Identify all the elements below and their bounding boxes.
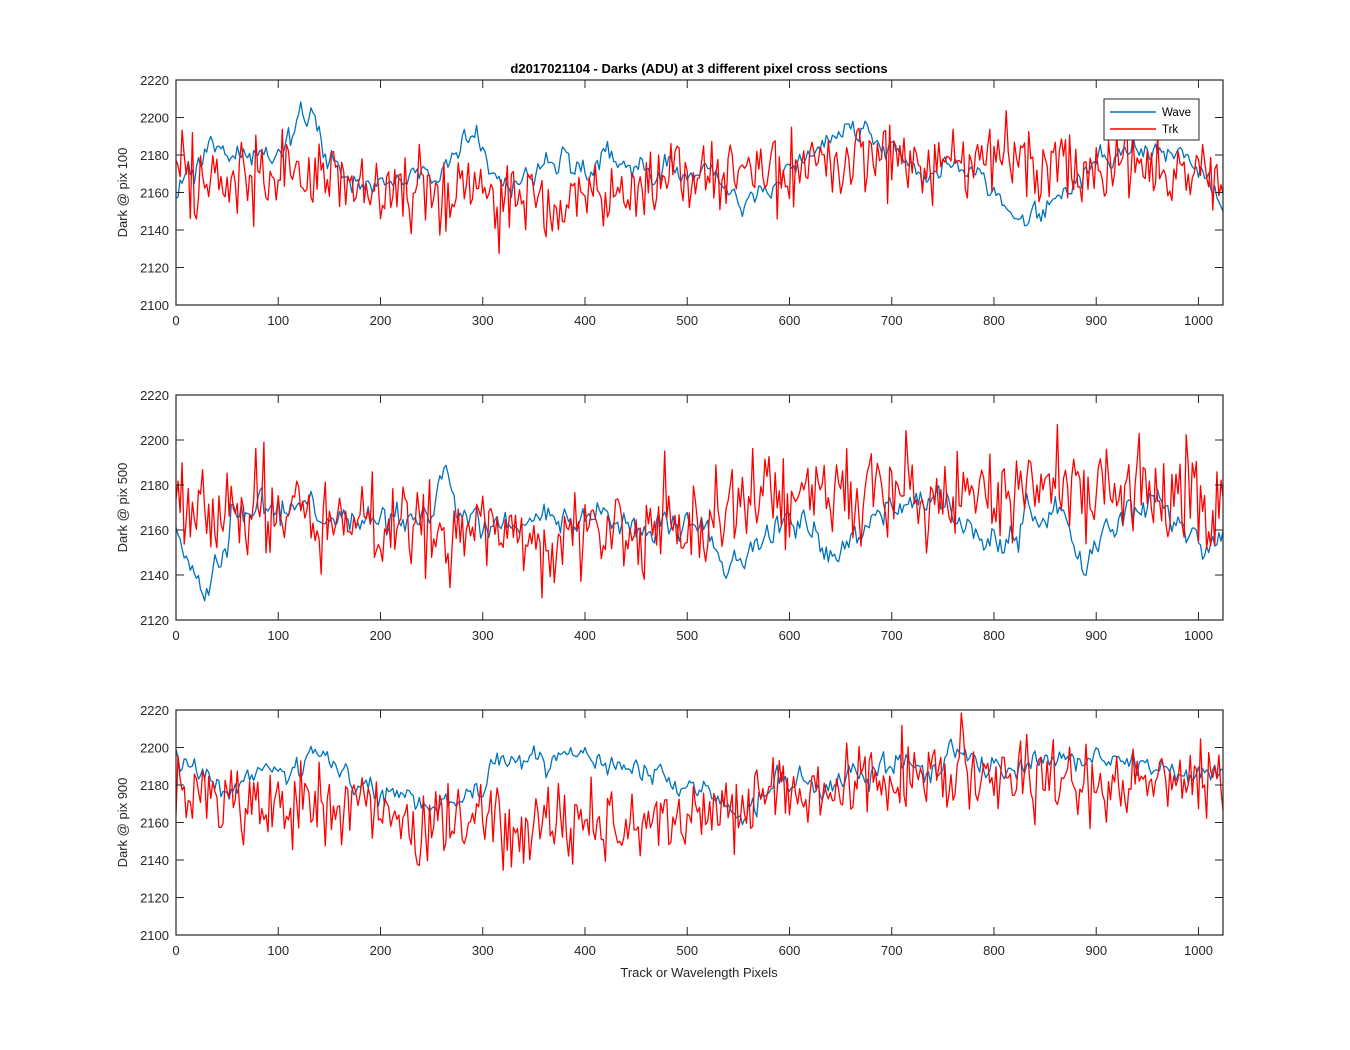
y-tick-label: 2140 — [140, 853, 169, 868]
y-tick-label: 2200 — [140, 741, 169, 756]
y-tick-label: 2220 — [140, 703, 169, 718]
x-tick-label: 400 — [574, 943, 596, 958]
x-tick-label: 800 — [983, 628, 1005, 643]
y-tick-label: 2100 — [140, 928, 169, 943]
y-tick-label: 2100 — [140, 298, 169, 313]
legend-label-wave: Wave — [1162, 107, 1191, 119]
x-tick-label: 900 — [1085, 313, 1107, 328]
x-tick-label: 500 — [676, 943, 698, 958]
x-tick-label: 200 — [370, 943, 392, 958]
y-tick-label: 2140 — [140, 223, 169, 238]
y-tick-label: 2200 — [140, 111, 169, 126]
x-tick-label: 500 — [676, 313, 698, 328]
x-tick-label: 600 — [779, 313, 801, 328]
y-tick-label: 2120 — [140, 891, 169, 906]
x-tick-label: 200 — [370, 628, 392, 643]
panel-pix-500: 0 100 200 300 400 500 600 700 800 900 1000 2120 2140… — [115, 388, 1224, 643]
panel-pix-900: 0 100 200 300 400 500 600 700 800 900 1000 2100 2120… — [115, 703, 1224, 958]
x-tick-label: 700 — [881, 313, 903, 328]
x-tick-label: 0 — [172, 943, 179, 958]
y-tick-label: 2120 — [140, 261, 169, 276]
x-tick-label: 700 — [881, 943, 903, 958]
x-tick-label: 0 — [172, 313, 179, 328]
x-tick-label: 300 — [472, 628, 494, 643]
legend: Wave Trk — [1103, 98, 1200, 141]
series-line-trk — [176, 423, 1223, 599]
x-tick-label: 300 — [472, 313, 494, 328]
series-line-wave — [176, 464, 1223, 602]
x-tick-label: 100 — [267, 943, 289, 958]
x-tick-label: 100 — [267, 628, 289, 643]
y-tick-label: 2220 — [140, 388, 169, 403]
y-tick-label: 2180 — [140, 148, 169, 163]
series-line-wave — [176, 738, 1223, 826]
x-tick-label: 800 — [983, 943, 1005, 958]
legend-label-trk: Trk — [1162, 124, 1178, 136]
y-axis-label: Dark @ pix 900 — [115, 778, 130, 868]
y-tick-label: 2160 — [140, 523, 169, 538]
x-tick-label: 900 — [1085, 943, 1107, 958]
panel-pix-100: 0 100 200 300 400 500 600 700 800 900 1000 2100 2120… — [115, 73, 1224, 328]
y-axis-label: Dark @ pix 500 — [115, 463, 130, 553]
series-line-trk — [176, 109, 1223, 255]
x-tick-label: 100 — [267, 313, 289, 328]
x-tick-label: 900 — [1085, 628, 1107, 643]
x-tick-label: 1000 — [1184, 943, 1213, 958]
y-axis-label: Dark @ pix 100 — [115, 148, 130, 238]
x-tick-label: 800 — [983, 313, 1005, 328]
x-tick-label: 0 — [172, 628, 179, 643]
y-tick-label: 2180 — [140, 778, 169, 793]
y-tick-label: 2160 — [140, 816, 169, 831]
y-tick-label: 2220 — [140, 73, 169, 88]
x-axis-label: Track or Wavelength Pixels — [620, 965, 778, 980]
x-tick-label: 400 — [574, 313, 596, 328]
y-tick-label: 2160 — [140, 186, 169, 201]
series-line-trk — [176, 712, 1223, 871]
y-tick-label: 2200 — [140, 433, 169, 448]
x-tick-label: 700 — [881, 628, 903, 643]
legend-box — [1103, 98, 1200, 141]
x-tick-label: 400 — [574, 628, 596, 643]
y-tick-label: 2140 — [140, 568, 169, 583]
x-tick-label: 1000 — [1184, 628, 1213, 643]
x-tick-label: 300 — [472, 943, 494, 958]
axes-box — [175, 394, 1224, 621]
x-tick-label: 1000 — [1184, 313, 1213, 328]
y-tick-label: 2120 — [140, 613, 169, 628]
x-tick-label: 500 — [676, 628, 698, 643]
figure-title: d2017021104 - Darks (ADU) at 3 different… — [510, 61, 887, 76]
x-tick-label: 600 — [779, 943, 801, 958]
x-tick-label: 200 — [370, 313, 392, 328]
y-tick-label: 2180 — [140, 478, 169, 493]
x-tick-label: 600 — [779, 628, 801, 643]
